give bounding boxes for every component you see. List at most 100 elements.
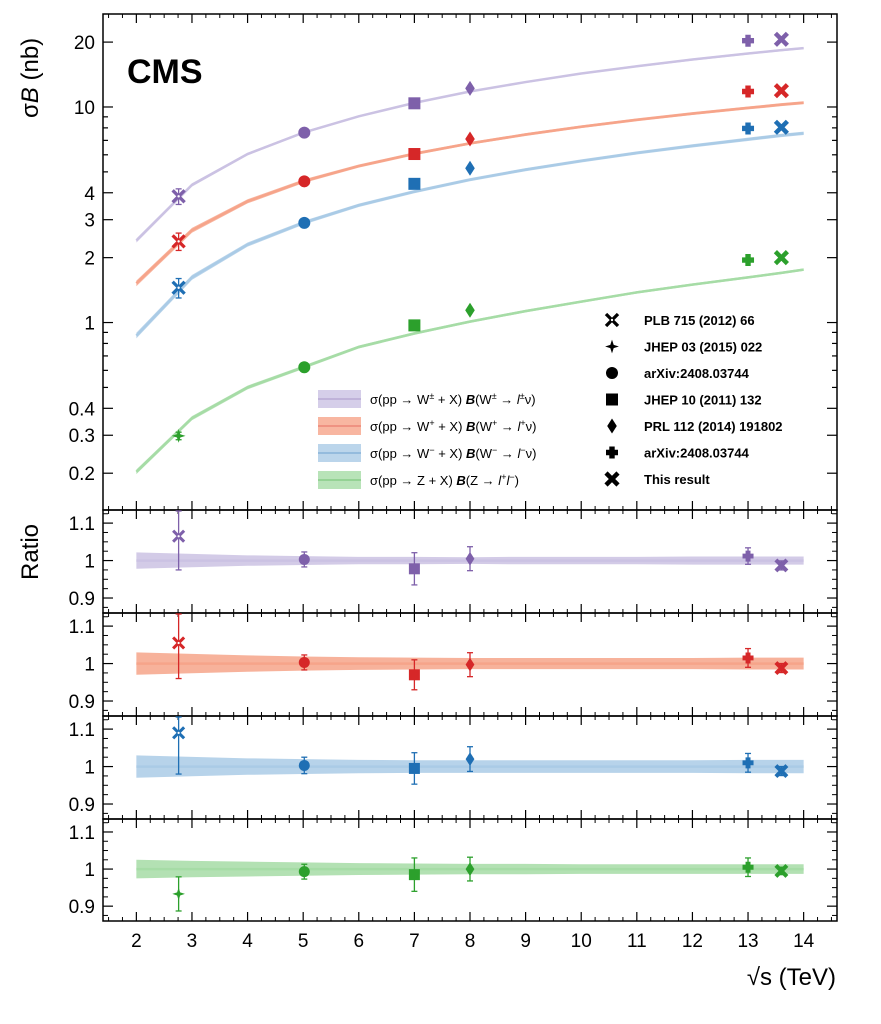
wp-ratio-point	[742, 652, 754, 664]
wpm-legend-part: l	[517, 392, 521, 407]
legend-x-marker	[604, 471, 620, 487]
wpm-legend-part: ν)	[525, 392, 536, 407]
wpm-legend-label: σ(pp → W± + X) B(W± → l±ν)	[370, 391, 536, 407]
wpm-ratio-point	[408, 563, 420, 575]
wp-point-center	[177, 240, 180, 243]
wp-ratio-point-center	[177, 641, 180, 645]
legend-circle-marker	[606, 367, 618, 379]
wpm-legend-part: (W	[475, 392, 492, 407]
wp-ratio-point	[465, 657, 475, 672]
wm-point	[742, 122, 755, 135]
z-legend-part: l	[498, 473, 502, 488]
wpm-ratio-point	[465, 551, 475, 566]
y-axis-title-b: B	[17, 87, 44, 103]
wp-point	[742, 85, 755, 98]
x-tick-label: 13	[737, 931, 758, 952]
legends: σ(pp → W± + X) B(W± → l±ν)σ(pp → W+ + X)…	[318, 312, 783, 489]
ratio-y-tick-label: 0.9	[69, 897, 95, 918]
wp-band	[136, 101, 804, 287]
x-tick-label: 11	[627, 931, 647, 952]
x-tick-label: 4	[242, 931, 253, 952]
wp-legend-part: + X)	[435, 419, 466, 434]
ratio-y-tick-label: 0.9	[69, 795, 95, 816]
x-tick-label: 5	[298, 931, 309, 952]
z-point	[171, 428, 186, 443]
wm-point	[298, 216, 311, 229]
ratio-y-tick-label: 0.9	[69, 589, 95, 610]
wpm-legend-part: σ(pp → W	[370, 392, 430, 407]
y-tick-label: 4	[84, 184, 95, 205]
x-tick-label: 7	[409, 931, 420, 952]
z-legend-part: )	[515, 473, 519, 488]
wm-legend-label: σ(pp → W− + X) B(W− → l−ν)	[370, 445, 537, 461]
x-tick-label: 2	[131, 931, 142, 952]
x-axis-title: √s (TeV)	[747, 964, 836, 991]
wpm-ratio-point	[298, 553, 310, 565]
x-tick-label: 9	[520, 931, 531, 952]
wpm-legend-part: ±	[520, 391, 525, 401]
wpm-ratio-point	[742, 550, 754, 562]
z-legend-part: l	[506, 473, 510, 488]
z-point	[773, 250, 789, 266]
ratio-panel-wp: 0.9 1 1.1	[69, 612, 838, 717]
z-ratio-point	[172, 887, 185, 901]
marker-legend-label: arXiv:2408.03744	[644, 446, 750, 461]
z-ratio-point	[774, 863, 789, 878]
wp-legend-part: +	[429, 418, 434, 428]
wpm-ratio-point-center	[177, 535, 180, 538]
wm-legend-part: →	[497, 446, 517, 461]
wp-ratio-point	[774, 661, 789, 676]
y-axis-title: σB (nb)	[17, 38, 44, 118]
ratio-y-tick-label: 1	[84, 655, 95, 676]
wpm-legend-part: →	[497, 392, 517, 407]
z-curve	[135, 268, 804, 473]
wm-legend-part: σ(pp → W	[370, 446, 430, 461]
ratio-panel-z: 0.9 1 1.1	[69, 818, 838, 922]
y-tick-label: 0.2	[69, 464, 95, 485]
z-point	[408, 319, 421, 332]
wm-legend-part: (W	[475, 446, 492, 461]
wm-legend-part: −	[520, 445, 525, 455]
wp-legend-part: →	[497, 419, 517, 434]
wm-legend-part: l	[518, 446, 522, 461]
y-tick-label: 3	[84, 211, 95, 232]
wp-point	[465, 131, 475, 147]
wp-legend-label: σ(pp → W+ + X) B(W+ → l+ν)	[370, 418, 537, 434]
z-point	[465, 302, 475, 318]
legend-xcross-marker-center	[610, 318, 614, 322]
wpm-point	[298, 126, 311, 139]
wp-legend-part: σ(pp → W	[370, 419, 430, 434]
wm-ratio-point	[742, 757, 754, 769]
wm-legend-part: ν)	[526, 446, 537, 461]
z-point	[742, 254, 755, 267]
x-tick-label: 14	[793, 931, 815, 952]
x-tick-label: 6	[353, 931, 364, 952]
x-axis: 2 3 4 5 6 7 8 9 10 11 12 13 14 √s (TeV)	[131, 931, 836, 991]
wpm-point-center	[177, 195, 180, 198]
wp-legend-part: B	[466, 419, 475, 434]
ratio-y-tick-label: 1.1	[69, 617, 95, 638]
ratio-y-tick-label: 1.1	[69, 823, 95, 844]
x-tick-label: 12	[682, 931, 703, 952]
wp-ratio-point	[298, 656, 310, 668]
wpm-point	[465, 80, 475, 96]
wpm-ratio-point	[774, 558, 789, 573]
ratio-y-tick-label: 1.1	[69, 514, 95, 535]
wp-legend-part: l	[518, 419, 522, 434]
wm-ratio-point-center	[177, 731, 180, 734]
wm-legend-part: −	[492, 445, 497, 455]
wm-ratio-point	[408, 762, 420, 774]
marker-legend-label: JHEP 10 (2011) 132	[644, 393, 762, 408]
ratio-panel-wm: 0.9 1 1.1	[69, 715, 838, 820]
y-axis-title-sigma: σ	[17, 103, 44, 118]
ratio-y-tick-label: 0.9	[69, 692, 95, 713]
ratio-axis-title: Ratio	[17, 524, 44, 580]
wpm-legend-part: + X)	[434, 392, 465, 407]
ratio-y-tick-label: 1	[84, 552, 95, 573]
wpm-legend-part: B	[466, 392, 475, 407]
x-tick-label: 10	[571, 931, 592, 952]
z-legend-part: B	[456, 473, 465, 488]
marker-legend-label: JHEP 03 (2015) 022	[644, 340, 762, 355]
